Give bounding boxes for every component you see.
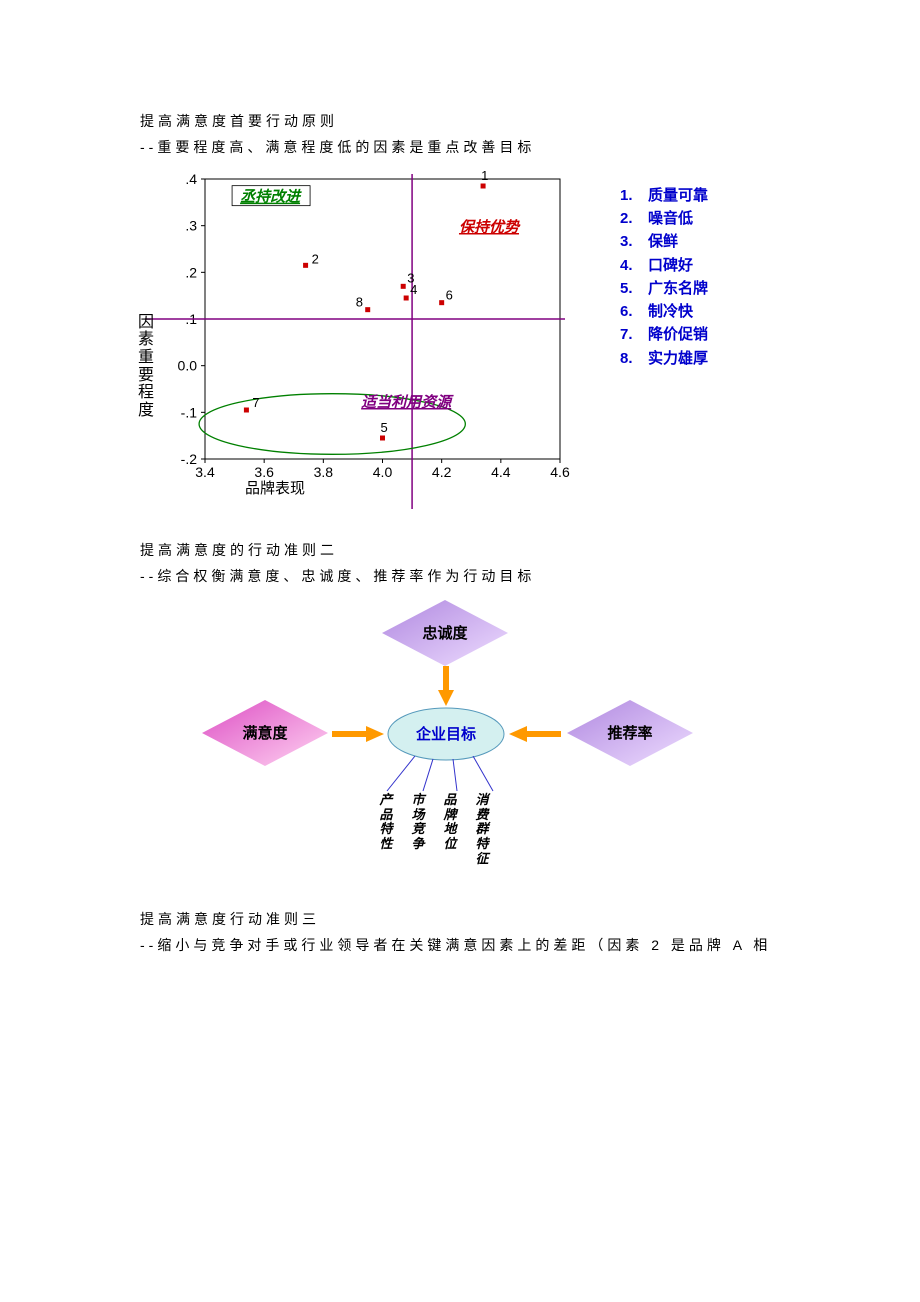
svg-text:3.4: 3.4 [195,464,215,480]
svg-text:6: 6 [446,287,453,302]
svg-text:4.4: 4.4 [491,464,511,480]
section1-subheading: --重要程度高、满意程度低的因素是重点改善目标 [140,136,780,158]
svg-text:.2: .2 [185,264,197,280]
legend-item: 8.实力雄厚 [620,347,708,370]
diamond-top-label: 忠诚度 [422,622,467,643]
svg-text:4: 4 [410,282,417,297]
svg-text:2: 2 [312,251,319,266]
legend-item: 5.广东名牌 [620,277,708,300]
svg-text:7: 7 [252,395,259,410]
y-axis-label: 因素重要程度 [138,314,154,420]
svg-text:3.8: 3.8 [314,464,334,480]
section-3: 提高满意度行动准则三 --缩小与竞争对手或行业领导者在关键满意因素上的差距（因素… [140,908,780,957]
arrow-right-left [509,726,561,742]
sublabel: 产品特性 [379,793,393,868]
diamond-right: 推荐率 [565,698,695,768]
legend-item: 4.口碑好 [620,254,708,277]
center-ellipse: 企业目标 [386,706,506,762]
svg-text:0.0: 0.0 [178,357,198,373]
section2-subheading: --综合权衡满意度、忠诚度、推荐率作为行动目标 [140,565,780,587]
sublabel: 消费群特征 [475,793,489,868]
section2-heading: 提高满意度的行动准则二 [140,539,780,561]
svg-text:8: 8 [356,294,363,309]
x-axis-label: 品牌表现 [245,477,305,498]
section3-subheading: --缩小与竞争对手或行业领导者在关键满意因素上的差距（因素 2 是品牌 A 相 [140,934,780,956]
svg-text:4.6: 4.6 [550,464,570,480]
legend-item: 3.保鲜 [620,230,708,253]
svg-text:-.1: -.1 [181,404,198,420]
legend-item: 6.制冷快 [620,300,708,323]
section1-heading: 提高满意度首要行动原则 [140,110,780,132]
legend-item: 7.降价促销 [620,323,708,346]
diamond-left: 满意度 [200,698,330,768]
legend-item: 1.质量可靠 [620,184,708,207]
diamond-top: 忠诚度 [380,598,510,668]
arrow-left-right [332,726,384,742]
diamond-left-label: 满意度 [242,722,287,743]
diamond-right-label: 推荐率 [607,722,652,743]
svg-text:.4: .4 [185,171,197,187]
svg-text:4.2: 4.2 [432,464,452,480]
arrow-top-down [438,666,454,706]
section-1: 提高满意度首要行动原则 --重要程度高、满意程度低的因素是重点改善目标 -.2-… [140,110,780,509]
svg-text:4.0: 4.0 [373,464,393,480]
center-label: 企业目标 [416,723,476,744]
svg-text:适当利用资源: 适当利用资源 [361,394,454,411]
scatter-chart: -.2-.10.0.1.2.3.43.43.63.84.04.24.44.6丞持… [140,169,580,509]
svg-text:.3: .3 [185,217,197,233]
svg-text:丞持改进: 丞持改进 [240,188,302,205]
sublabel: 品牌地位 [443,793,457,868]
flow-diagram: 忠诚度 满意度 推荐率 [180,598,740,878]
svg-text:1: 1 [481,169,488,183]
chart-legend: 1.质量可靠2.噪音低3.保鲜4.口碑好5.广东名牌6.制冷快7.降价促销8.实… [620,184,708,370]
sub-labels: 产品特性 市场竞争 品牌地位 消费群特征 [379,793,489,868]
scatter-chart-svg: -.2-.10.0.1.2.3.43.43.63.84.04.24.44.6丞持… [140,169,580,509]
section-2: 提高满意度的行动准则二 --综合权衡满意度、忠诚度、推荐率作为行动目标 忠诚度 … [140,539,780,878]
svg-text:保持优势: 保持优势 [459,219,521,236]
chart-with-legend: -.2-.10.0.1.2.3.43.43.63.84.04.24.44.6丞持… [140,169,780,509]
svg-text:5: 5 [381,420,388,435]
section3-heading: 提高满意度行动准则三 [140,908,780,930]
legend-item: 2.噪音低 [620,207,708,230]
sub-connector-lines [375,756,525,796]
sublabel: 市场竞争 [411,793,425,868]
